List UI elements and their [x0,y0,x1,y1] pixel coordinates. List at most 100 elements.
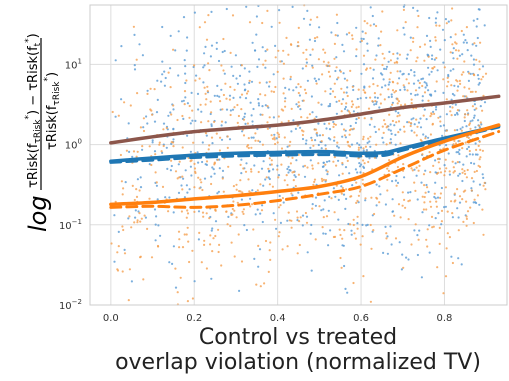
scatter-point [261,204,264,207]
scatter-point [298,104,301,107]
scatter-point [481,75,485,78]
scatter-point [365,149,368,152]
scatter-point [416,93,419,96]
scatter-point [279,204,282,207]
scatter-point [454,142,458,145]
scatter-point [329,87,332,90]
scatter-point [459,127,462,130]
scatter-point [241,210,244,213]
scatter-point [369,6,372,9]
scatter-point [446,85,449,88]
scatter-point [337,146,340,149]
scatter-point [277,49,280,52]
scatter-point [484,188,487,191]
scatter-point [344,136,347,139]
scatter-point [345,102,348,105]
scatter-point [158,143,161,146]
scatter-point [340,192,343,195]
scatter-point [348,31,351,34]
scatter-point [395,184,398,187]
scatter-point [479,121,482,124]
scatter-point [205,38,209,41]
scatter-point [335,184,338,187]
series-line-2 [109,125,501,164]
scatter-point [136,92,139,95]
y-label-numerator: τRisk(fτRisk*) − τRisk(ft*) [24,33,43,188]
scatter-point [259,113,262,116]
scatter-point [209,55,212,58]
scatter-point [161,73,164,76]
scatter-point [429,205,433,208]
scatter-point [214,234,217,238]
scatter-point [454,41,457,44]
scatter-point [447,73,450,77]
scatter-point [382,251,385,254]
scatter-point [217,250,220,254]
scatter-point [328,75,332,78]
scatter-point [482,184,485,187]
scatter-point [355,201,358,204]
scatter-point [422,208,425,211]
scatter-point [146,89,149,92]
scatter-point [356,227,359,230]
scatter-point [174,170,178,173]
scatter-point [122,228,125,232]
scatter-point [203,243,206,246]
scatter-point [308,38,311,41]
scatter-point [425,84,429,87]
scatter-point [291,5,294,8]
scatter-point [382,141,385,144]
scatter-point [213,172,216,175]
scatter-point [458,172,461,175]
scatter-point [210,123,213,126]
scatter-point [153,150,157,153]
scatter-point [261,220,264,224]
scatter-point [180,100,184,103]
scatter-point [199,178,202,181]
scatter-point [213,94,216,97]
scatter-point [472,58,475,61]
scatter-point [333,156,336,159]
scatter-point [445,22,448,25]
scatter-point [462,95,465,98]
scatter-point [120,45,123,48]
scatter-point [286,167,289,171]
scatter-point [414,94,417,97]
scatter-point [471,153,474,156]
scatter-point [369,223,372,227]
scatter-point [120,98,123,101]
scatter-point [198,77,201,80]
scatter-point [210,124,213,128]
scatter-point [117,230,120,233]
scatter-point [243,89,246,92]
scatter-point [436,11,439,14]
scatter-point [349,124,352,128]
scatter-point [386,167,389,170]
scatter-point [215,132,218,135]
scatter-point [141,54,144,57]
scatter-point [216,84,219,87]
scatter-point [242,212,245,215]
scatter-point [193,210,196,213]
scatter-point [212,237,215,240]
scatter-point [315,82,318,85]
scatter-point [309,232,312,235]
scatter-point [305,61,308,64]
scatter-point [465,125,468,128]
scatter-point [222,69,225,72]
scatter-point [155,184,158,187]
scatter-point [312,144,315,147]
scatter-point [436,266,439,269]
scatter-point [477,119,480,122]
scatter-point [435,56,438,60]
scatter-point [463,169,466,173]
scatter-point [363,162,366,165]
scatter-point [341,135,344,138]
scatter-point [130,280,133,283]
scatter-point [478,60,481,63]
scatter-point [396,52,399,55]
scatter-point [356,142,359,145]
scatter-point [342,50,346,53]
scatter-point [221,177,224,180]
scatter-point [439,196,442,199]
